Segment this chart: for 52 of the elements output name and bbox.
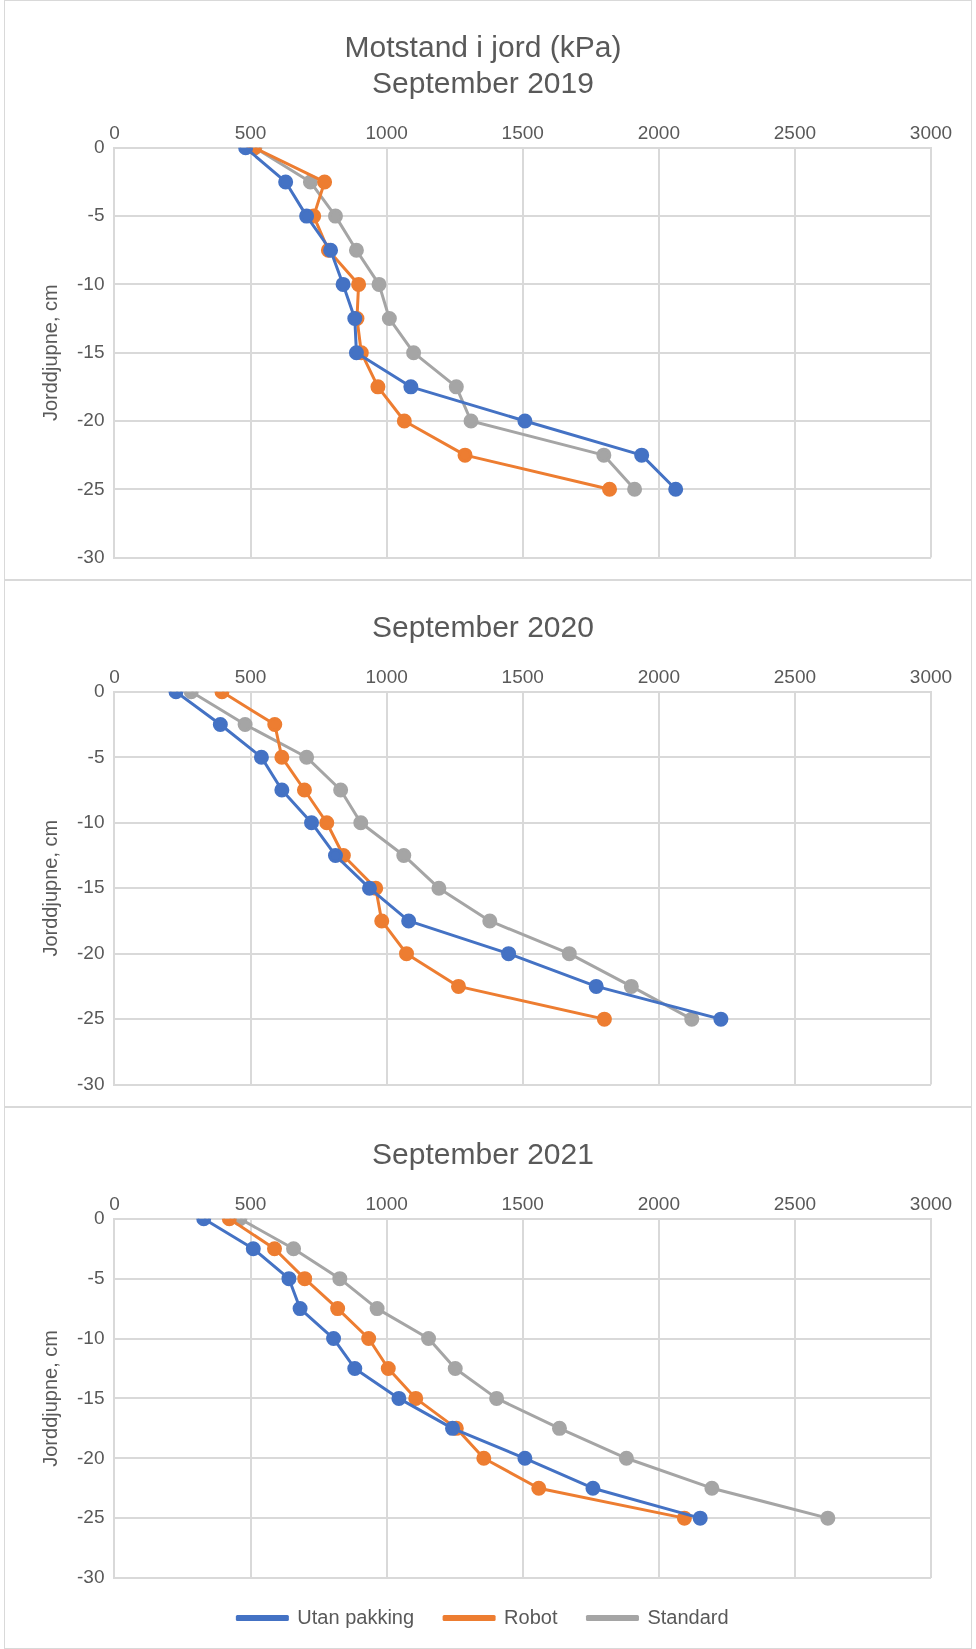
x-tick-label: 1000 xyxy=(365,121,408,143)
chart-title: September 2020 xyxy=(372,610,594,644)
x-tick-label: 0 xyxy=(109,121,120,143)
x-tick-label: 2500 xyxy=(773,121,817,143)
x-tick-label: 2500 xyxy=(773,1192,817,1214)
y-tick-label: -5 xyxy=(87,204,105,226)
y-tick-label: -20 xyxy=(76,1446,105,1468)
y-tick-label: -25 xyxy=(76,1506,105,1528)
x-tick-label: 1500 xyxy=(501,665,544,687)
x-tick-label: 2000 xyxy=(637,665,680,687)
x-tick-label: 1000 xyxy=(365,1192,408,1214)
x-tick-label: 1000 xyxy=(365,665,408,687)
y-axis-title: Jorddjupne, cm xyxy=(38,819,61,957)
x-tick-label: 2000 xyxy=(637,1192,680,1214)
x-tick-label: 2500 xyxy=(773,665,817,687)
y-axis-title: Jorddjupne, cm xyxy=(38,1330,61,1467)
y-tick-label: -30 xyxy=(76,545,105,567)
y-tick-label: -5 xyxy=(87,1266,105,1288)
x-tick-label: 3000 xyxy=(909,1192,953,1214)
x-tick-label: 500 xyxy=(234,121,267,143)
x-tick-label: 3000 xyxy=(909,121,953,143)
legend-label: Utan pakking xyxy=(297,1605,415,1628)
y-tick-label: -5 xyxy=(87,745,105,767)
x-tick-label: 1500 xyxy=(501,121,544,143)
x-tick-label: 500 xyxy=(234,665,267,687)
x-tick-label: 2000 xyxy=(637,121,680,143)
y-tick-label: -10 xyxy=(76,810,105,832)
y-tick-label: -25 xyxy=(76,1007,105,1029)
y-tick-label: -25 xyxy=(76,477,105,499)
y-tick-label: -30 xyxy=(76,1566,105,1588)
y-tick-label: -15 xyxy=(76,340,105,362)
y-axis-title: Jorddjupne, cm xyxy=(38,284,61,422)
x-tick-label: 3000 xyxy=(909,665,953,687)
legend-label: Robot xyxy=(504,1605,558,1628)
chart-subtitle: September 2019 xyxy=(372,66,594,100)
y-tick-label: -20 xyxy=(76,409,105,431)
x-tick-label: 1500 xyxy=(501,1192,544,1214)
y-tick-label: 0 xyxy=(93,1207,105,1229)
y-tick-label: 0 xyxy=(93,680,105,702)
chart-title: Motstand i jord (kPa) xyxy=(344,30,622,64)
x-tick-label: 0 xyxy=(109,665,120,687)
y-tick-label: -30 xyxy=(76,1072,105,1094)
x-tick-label: 0 xyxy=(109,1192,120,1214)
y-tick-label: -15 xyxy=(76,876,105,898)
y-tick-label: -15 xyxy=(76,1386,105,1408)
y-tick-label: -20 xyxy=(76,941,105,963)
y-tick-label: -10 xyxy=(76,1326,105,1348)
y-tick-label: 0 xyxy=(93,136,105,158)
x-tick-label: 500 xyxy=(234,1192,267,1214)
chart-title: September 2021 xyxy=(372,1137,594,1171)
legend-label: Standard xyxy=(647,1605,729,1628)
y-tick-label: -10 xyxy=(76,272,105,294)
